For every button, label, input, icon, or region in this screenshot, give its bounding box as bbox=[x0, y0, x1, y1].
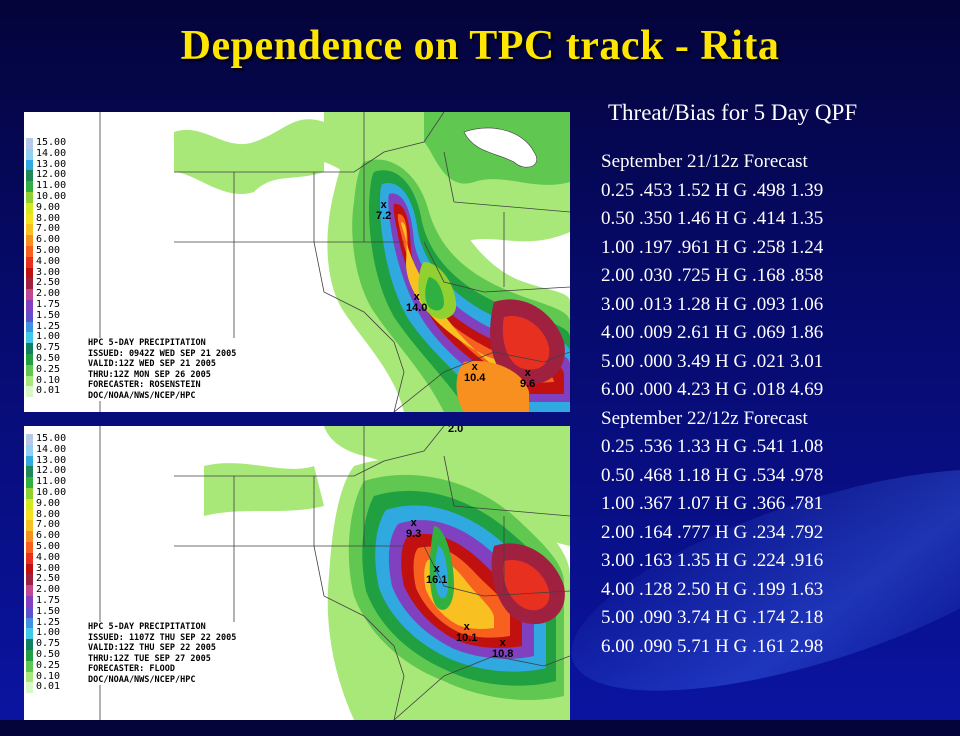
legend-item: 1.00 bbox=[26, 332, 86, 344]
legend-item: 0.01 bbox=[26, 386, 86, 398]
legend-item: 12.00 bbox=[26, 170, 86, 182]
precip-legend: 15.00 14.00 13.00 12.00 11.00 10.00 9.00… bbox=[26, 137, 86, 398]
stats-row: 6.00 .000 4.23 H G .018 4.69 bbox=[601, 379, 824, 400]
legend-item: 2.00 bbox=[26, 584, 86, 596]
legend-item: 1.75 bbox=[26, 299, 86, 311]
precip-max-marker: x 10.8 bbox=[492, 637, 514, 660]
stats-row: 3.00 .013 1.28 H G .093 1.06 bbox=[601, 293, 824, 315]
stats-row: 0.50 .350 1.46 H G .414 1.35 bbox=[601, 208, 824, 229]
precip-max-marker: x 9.6 bbox=[520, 367, 536, 390]
precip-legend: 15.00 14.00 13.00 12.00 11.00 10.00 9.00… bbox=[26, 433, 86, 694]
legend-item: 9.00 bbox=[26, 498, 86, 510]
legend-item: 8.00 bbox=[26, 213, 86, 225]
legend-item: 10.00 bbox=[26, 487, 86, 499]
precip-max-marker: x 10.1 bbox=[456, 621, 478, 644]
stats-row: September 22/12z Forecast bbox=[601, 407, 808, 429]
legend-item: 0.01 bbox=[26, 682, 86, 694]
legend-item: 6.00 bbox=[26, 530, 86, 542]
legend-item: 0.50 bbox=[26, 649, 86, 661]
legend-item: 10.00 bbox=[26, 191, 86, 203]
stats-row: 1.00 .367 1.07 H G .366 .781 bbox=[601, 493, 824, 514]
map-caption: HPC 5-DAY PRECIPITATION ISSUED: 0942Z WE… bbox=[88, 338, 237, 401]
stats-row: 5.00 .090 3.74 H G .174 2.18 bbox=[601, 607, 824, 628]
legend-item: 14.00 bbox=[26, 444, 86, 456]
legend-item: 14.00 bbox=[26, 148, 86, 160]
legend-item: 1.25 bbox=[26, 617, 86, 629]
stats-list: September 21/12z Forecast 0.25 .453 1.52… bbox=[601, 148, 823, 661]
legend-item: 0.50 bbox=[26, 353, 86, 365]
precip-map-sep22: 15.00 14.00 13.00 12.00 11.00 10.00 9.00… bbox=[24, 426, 570, 720]
legend-item: 0.10 bbox=[26, 375, 86, 387]
precip-max-marker: x 16.1 bbox=[426, 563, 448, 586]
slide-subtitle: Threat/Bias for 5 Day QPF bbox=[608, 100, 858, 125]
stats-row: 0.25 .453 1.52 H G .498 1.39 bbox=[601, 179, 824, 201]
stats-row: 2.00 .030 .725 H G .168 .858 bbox=[601, 265, 824, 286]
legend-item: 9.00 bbox=[26, 202, 86, 214]
stats-row: 5.00 .000 3.49 H G .021 3.01 bbox=[601, 350, 824, 372]
legend-item: 0.75 bbox=[26, 638, 86, 650]
precip-max-marker: 2.0 bbox=[448, 426, 464, 435]
legend-item: 0.10 bbox=[26, 671, 86, 683]
stats-row: 3.00 .163 1.35 H G .224 .916 bbox=[601, 550, 824, 571]
legend-item: 0.75 bbox=[26, 342, 86, 354]
stats-row: 2.00 .164 .777 H G .234 .792 bbox=[601, 521, 824, 543]
precip-map-sep21: 15.00 14.00 13.00 12.00 11.00 10.00 9.00… bbox=[24, 112, 570, 412]
legend-item: 5.00 bbox=[26, 541, 86, 553]
legend-item: 3.00 bbox=[26, 267, 86, 279]
stats-row: 4.00 .009 2.61 H G .069 1.86 bbox=[601, 322, 824, 343]
stats-row: 4.00 .128 2.50 H G .199 1.63 bbox=[601, 578, 824, 600]
legend-item: 4.00 bbox=[26, 256, 86, 268]
legend-item: 13.00 bbox=[26, 455, 86, 467]
legend-item: 0.25 bbox=[26, 364, 86, 376]
legend-item: 1.75 bbox=[26, 595, 86, 607]
stats-row: 0.25 .536 1.33 H G .541 1.08 bbox=[601, 436, 824, 457]
precip-max-marker: x 7.2 bbox=[376, 199, 392, 222]
legend-item: 4.00 bbox=[26, 552, 86, 564]
legend-item: 11.00 bbox=[26, 180, 86, 192]
precip-map-graphic bbox=[99, 112, 570, 412]
map-caption: HPC 5-DAY PRECIPITATION ISSUED: 1107Z TH… bbox=[88, 622, 237, 685]
legend-item: 12.00 bbox=[26, 466, 86, 478]
legend-item: 1.50 bbox=[26, 606, 86, 618]
legend-item: 15.00 bbox=[26, 433, 86, 445]
stats-row: 1.00 .197 .961 H G .258 1.24 bbox=[601, 236, 824, 258]
precip-map-graphic bbox=[99, 426, 570, 720]
stats-row: September 21/12z Forecast bbox=[601, 151, 808, 172]
legend-item: 15.00 bbox=[26, 137, 86, 149]
precip-max-marker: x 14.0 bbox=[406, 291, 428, 314]
legend-item: 0.25 bbox=[26, 660, 86, 672]
legend-item: 2.50 bbox=[26, 278, 86, 290]
legend-item: 1.50 bbox=[26, 310, 86, 322]
legend-item: 2.50 bbox=[26, 574, 86, 586]
legend-item: 7.00 bbox=[26, 520, 86, 532]
legend-item: 5.00 bbox=[26, 245, 86, 257]
legend-item: 1.25 bbox=[26, 321, 86, 333]
precip-max-marker: x 9.3 bbox=[406, 517, 422, 540]
legend-item: 2.00 bbox=[26, 288, 86, 300]
precip-max-marker: x 10.4 bbox=[464, 361, 486, 384]
slide-title: Dependence on TPC track - Rita bbox=[180, 23, 780, 69]
legend-item: 11.00 bbox=[26, 476, 86, 488]
legend-item: 6.00 bbox=[26, 234, 86, 246]
legend-item: 8.00 bbox=[26, 509, 86, 521]
legend-item: 13.00 bbox=[26, 159, 86, 171]
legend-item: 7.00 bbox=[26, 224, 86, 236]
legend-item: 1.00 bbox=[26, 628, 86, 640]
stats-row: 6.00 .090 5.71 H G .161 2.98 bbox=[601, 635, 824, 657]
legend-item: 3.00 bbox=[26, 563, 86, 575]
stats-row: 0.50 .468 1.18 H G .534 .978 bbox=[601, 464, 824, 486]
